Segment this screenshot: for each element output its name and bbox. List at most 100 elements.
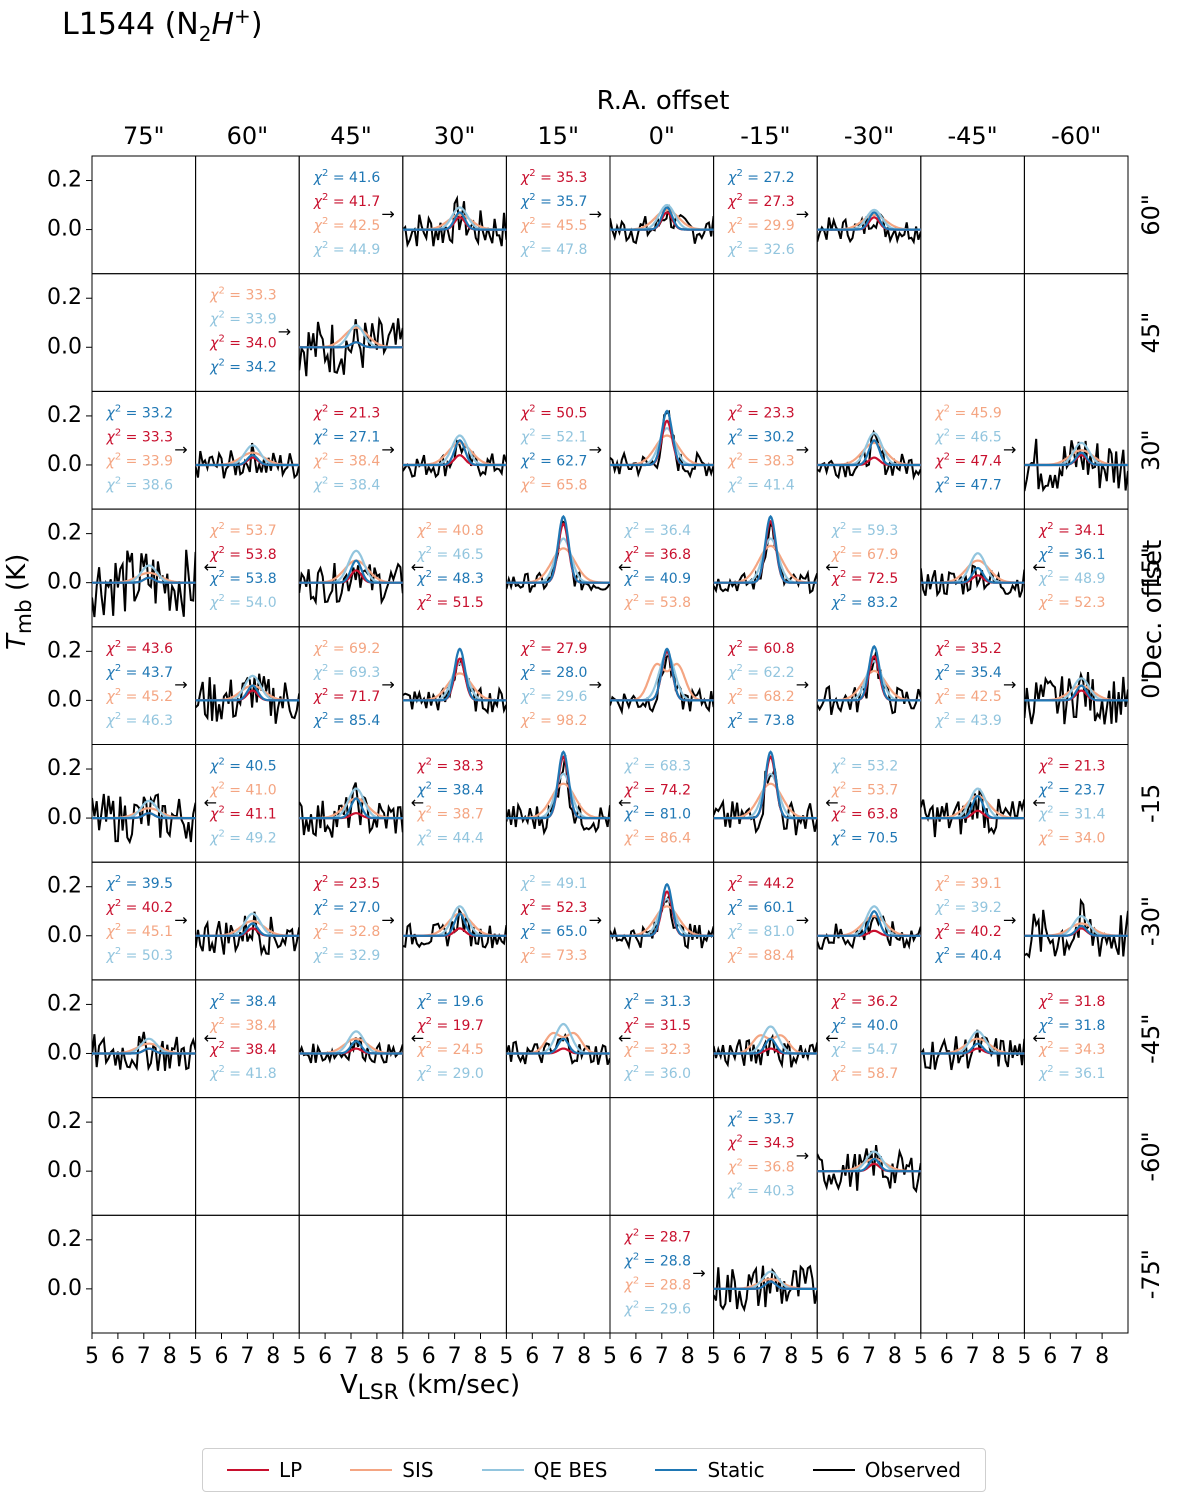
chi-squared-label: χ2 = 21.3 — [313, 403, 380, 422]
spectrum-panel: χ2 = 59.3 χ2 = 67.9 χ2 = 72.5 χ2 = 83.2 ← — [713, 514, 898, 611]
x-tick-label: 6 — [836, 1344, 850, 1369]
observed-line — [195, 673, 300, 724]
chi-squared-label: χ2 = 31.3 — [624, 991, 691, 1010]
chi-squared-label: χ2 = 67.9 — [831, 545, 898, 564]
x-tick-label: 6 — [215, 1344, 229, 1369]
chi-squared-label: χ2 = 50.5 — [520, 403, 587, 422]
spectrum-panel: χ2 = 40.8 χ2 = 46.5 χ2 = 48.3 χ2 = 51.5 ← — [299, 521, 484, 612]
chi-squared-label: χ2 = 73.3 — [520, 946, 587, 965]
model-line-lp — [506, 522, 610, 584]
chi-squared-label: χ2 = 47.8 — [520, 240, 587, 259]
row-label: -45" — [1137, 1014, 1165, 1064]
x-tick-label: 8 — [1095, 1344, 1109, 1369]
x-tick-label: 5 — [603, 1344, 617, 1369]
observed-line — [713, 1264, 818, 1313]
model-line-static — [402, 912, 507, 937]
chi-squared-label: χ2 = 32.6 — [727, 240, 795, 259]
y-tick-label: 0.2 — [47, 521, 82, 546]
x-tick-label: 8 — [577, 1344, 591, 1369]
x-tick-label: 8 — [681, 1344, 695, 1369]
arrow-left-icon: ← — [618, 1028, 631, 1047]
observed-line — [92, 793, 196, 845]
y-tick-label: 0.2 — [47, 638, 82, 663]
y-tick-label: 0.0 — [47, 923, 82, 948]
chi-squared-label: χ2 = 31.4 — [1038, 804, 1106, 823]
panel-frame — [920, 155, 1025, 275]
x-tick-label: 6 — [629, 1344, 643, 1369]
chi-squared-label: χ2 = 45.5 — [520, 216, 587, 235]
panel-frame — [920, 1097, 1025, 1216]
model-line-static — [195, 922, 300, 937]
chi-squared-label: χ2 = 33.9 — [209, 309, 276, 328]
panel-frame — [298, 1097, 404, 1216]
observed-line — [92, 549, 196, 618]
spectrum-panel: χ2 = 31.3 χ2 = 31.5 χ2 = 32.3 χ2 = 36.0 ← — [506, 991, 691, 1082]
chi-squared-label: χ2 = 28.7 — [624, 1227, 691, 1246]
arrow-left-icon: ← — [411, 1028, 424, 1047]
y-tick-label: 0.2 — [47, 1109, 82, 1134]
chi-squared-label: χ2 = 43.7 — [106, 662, 173, 681]
spectrum-panel: χ2 = 23.5 χ2 = 27.0 χ2 = 32.8 χ2 = 32.9→ — [313, 874, 507, 964]
column-label: 75" — [123, 122, 165, 150]
x-tick-label: 6 — [940, 1344, 954, 1369]
chi-squared-label: χ2 = 45.9 — [934, 403, 1001, 422]
model-line-static — [92, 1047, 196, 1055]
chi-squared-label: χ2 = 36.4 — [624, 521, 692, 540]
model-line-static — [299, 559, 403, 584]
chi-squared-label: χ2 = 53.8 — [209, 569, 276, 588]
model-line-static — [920, 794, 1025, 820]
spectrum-panel: χ2 = 60.8 χ2 = 62.2 χ2 = 68.2 χ2 = 73.8→ — [727, 638, 921, 729]
x-tick-label: 5 — [499, 1344, 513, 1369]
model-line-static — [1024, 924, 1128, 937]
chi-squared-label: χ2 = 47.4 — [934, 451, 1002, 470]
y-tick-label: 0.0 — [47, 1040, 82, 1065]
x-tick-label: 8 — [888, 1344, 902, 1369]
arrow-left-icon: ← — [204, 557, 217, 576]
row-label: -15 — [1137, 784, 1165, 823]
column-label: -15" — [740, 122, 790, 150]
x-tick-label: 6 — [733, 1344, 747, 1369]
panel-frame — [195, 1097, 300, 1216]
legend-item: Static — [655, 1458, 765, 1482]
model-line-static — [713, 1280, 818, 1291]
chi-squared-label: χ2 = 41.8 — [209, 1063, 276, 1082]
spectrum-panel: χ2 = 27.9 χ2 = 28.0 χ2 = 29.6 χ2 = 98.2→ — [520, 638, 714, 729]
chi-squared-label: χ2 = 40.2 — [934, 922, 1001, 941]
model-line-static — [402, 439, 507, 467]
arrow-right-icon: → — [1003, 440, 1016, 459]
chi-squared-label: χ2 = 38.4 — [313, 451, 381, 470]
x-tick-label: 7 — [240, 1344, 254, 1369]
chi-squared-label: χ2 = 81.0 — [624, 804, 691, 823]
chi-squared-label: χ2 = 41.1 — [209, 804, 276, 823]
arrow-right-icon: → — [692, 1264, 705, 1283]
chi-squared-label: χ2 = 36.1 — [1038, 545, 1105, 564]
x-tick-label: 6 — [422, 1344, 436, 1369]
chi-squared-label: χ2 = 31.8 — [1038, 1015, 1105, 1034]
chi-squared-label: χ2 = 51.5 — [416, 593, 483, 612]
legend-swatch — [350, 1469, 393, 1471]
panel-frame — [298, 273, 404, 392]
chi-squared-label: χ2 = 54.7 — [831, 1039, 898, 1058]
x-tick-label: 8 — [474, 1344, 488, 1369]
model-line-static — [299, 797, 403, 820]
x-tick-label: 7 — [448, 1344, 462, 1369]
chi-squared-label: χ2 = 29.6 — [624, 1299, 692, 1318]
panel-frame — [402, 273, 507, 392]
chi-squared-label: χ2 = 27.0 — [313, 898, 380, 917]
panel-frame — [1023, 390, 1129, 510]
chi-squared-label: χ2 = 74.2 — [624, 780, 691, 799]
chi-squared-label: χ2 = 41.6 — [313, 168, 381, 187]
model-line-static — [817, 909, 921, 937]
observed-line — [1024, 897, 1129, 959]
legend-swatch — [812, 1469, 855, 1471]
row-label: 45" — [1137, 312, 1165, 354]
legend-label: Observed — [864, 1458, 961, 1482]
y-tick-label: 0.0 — [47, 687, 82, 712]
chi-squared-label: χ2 = 53.8 — [209, 545, 276, 564]
spectrum-panel: χ2 = 40.5 χ2 = 41.0 χ2 = 41.1 χ2 = 49.2 ← — [92, 756, 277, 847]
x-tick-label: 5 — [85, 1344, 99, 1369]
chi-squared-label: χ2 = 29.9 — [727, 216, 794, 235]
panel-frame — [713, 273, 818, 392]
row-label: -75" — [1137, 1249, 1165, 1299]
arrow-left-icon: ← — [618, 793, 631, 812]
